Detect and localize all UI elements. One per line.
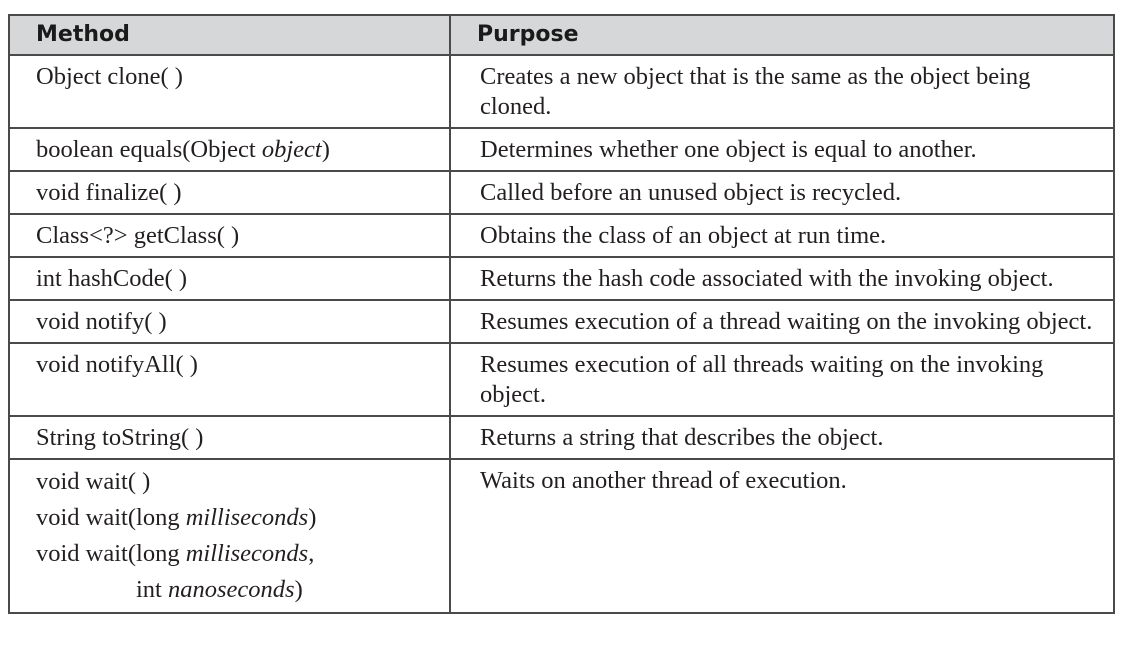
purpose-cell: Resumes execution of a thread waiting on… [449,299,1115,344]
method-cell: void finalize( ) [8,170,451,215]
method-cell: void wait( ) void wait(long milliseconds… [8,458,451,614]
table-row: String toString( ) Returns a string that… [8,415,1115,460]
purpose-cell: Returns a string that describes the obje… [449,415,1115,460]
table-row: void notifyAll( ) Resumes execution of a… [8,342,1115,417]
method-signature: Class<?> getClass( ) [36,222,240,249]
table-row: void finalize( ) Called before an unused… [8,170,1115,215]
method-signature-continuation: int nanoseconds) [136,576,303,603]
purpose-cell: Creates a new object that is the same as… [449,54,1115,129]
parameter-name: nanoseconds [168,576,295,603]
table-row: int hashCode( ) Returns the hash code as… [8,256,1115,301]
table-row: boolean equals(Object object) Determines… [8,127,1115,172]
method-signature: Object clone( ) [36,63,183,90]
parameter-name: milliseconds [185,540,309,567]
purpose-column-header: Purpose [449,14,1115,56]
purpose-cell: Determines whether one object is equal t… [449,127,1115,172]
purpose-cell: Returns the hash code associated with th… [449,256,1115,301]
method-signature: void wait(long milliseconds, [36,540,315,567]
method-cell: String toString( ) [8,415,451,460]
purpose-cell: Waits on another thread of execution. [449,458,1115,614]
method-signature: void finalize( ) [36,179,182,206]
purpose-cell: Resumes execution of all threads waiting… [449,342,1115,417]
table-row: void wait( ) void wait(long milliseconds… [8,458,1115,614]
method-cell: void notify( ) [8,299,451,344]
parameter-name: milliseconds [185,504,309,531]
method-signature: String toString( ) [36,424,204,451]
method-cell: int hashCode( ) [8,256,451,301]
table-row: void notify( ) Resumes execution of a th… [8,299,1115,344]
method-signature: void notify( ) [36,308,167,335]
method-signature: boolean equals(Object object) [36,136,330,163]
purpose-cell: Called before an unused object is recycl… [449,170,1115,215]
method-signature: int hashCode( ) [36,265,188,292]
method-cell: Class<?> getClass( ) [8,213,451,258]
method-signature: void wait(long milliseconds) [36,504,317,531]
method-cell: boolean equals(Object object) [8,127,451,172]
table-row: Class<?> getClass( ) Obtains the class o… [8,213,1115,258]
table-row: Object clone( ) Creates a new object tha… [8,54,1115,129]
header-row: Method Purpose [8,14,1115,56]
object-methods-table: Method Purpose Object clone( ) Creates a… [8,14,1115,614]
method-cell: Object clone( ) [8,54,451,129]
method-column-header: Method [8,14,451,56]
parameter-name: object [261,136,322,163]
method-signature: void wait( ) [36,468,151,495]
method-signature: void notifyAll( ) [36,351,198,378]
purpose-cell: Obtains the class of an object at run ti… [449,213,1115,258]
method-cell: void notifyAll( ) [8,342,451,417]
